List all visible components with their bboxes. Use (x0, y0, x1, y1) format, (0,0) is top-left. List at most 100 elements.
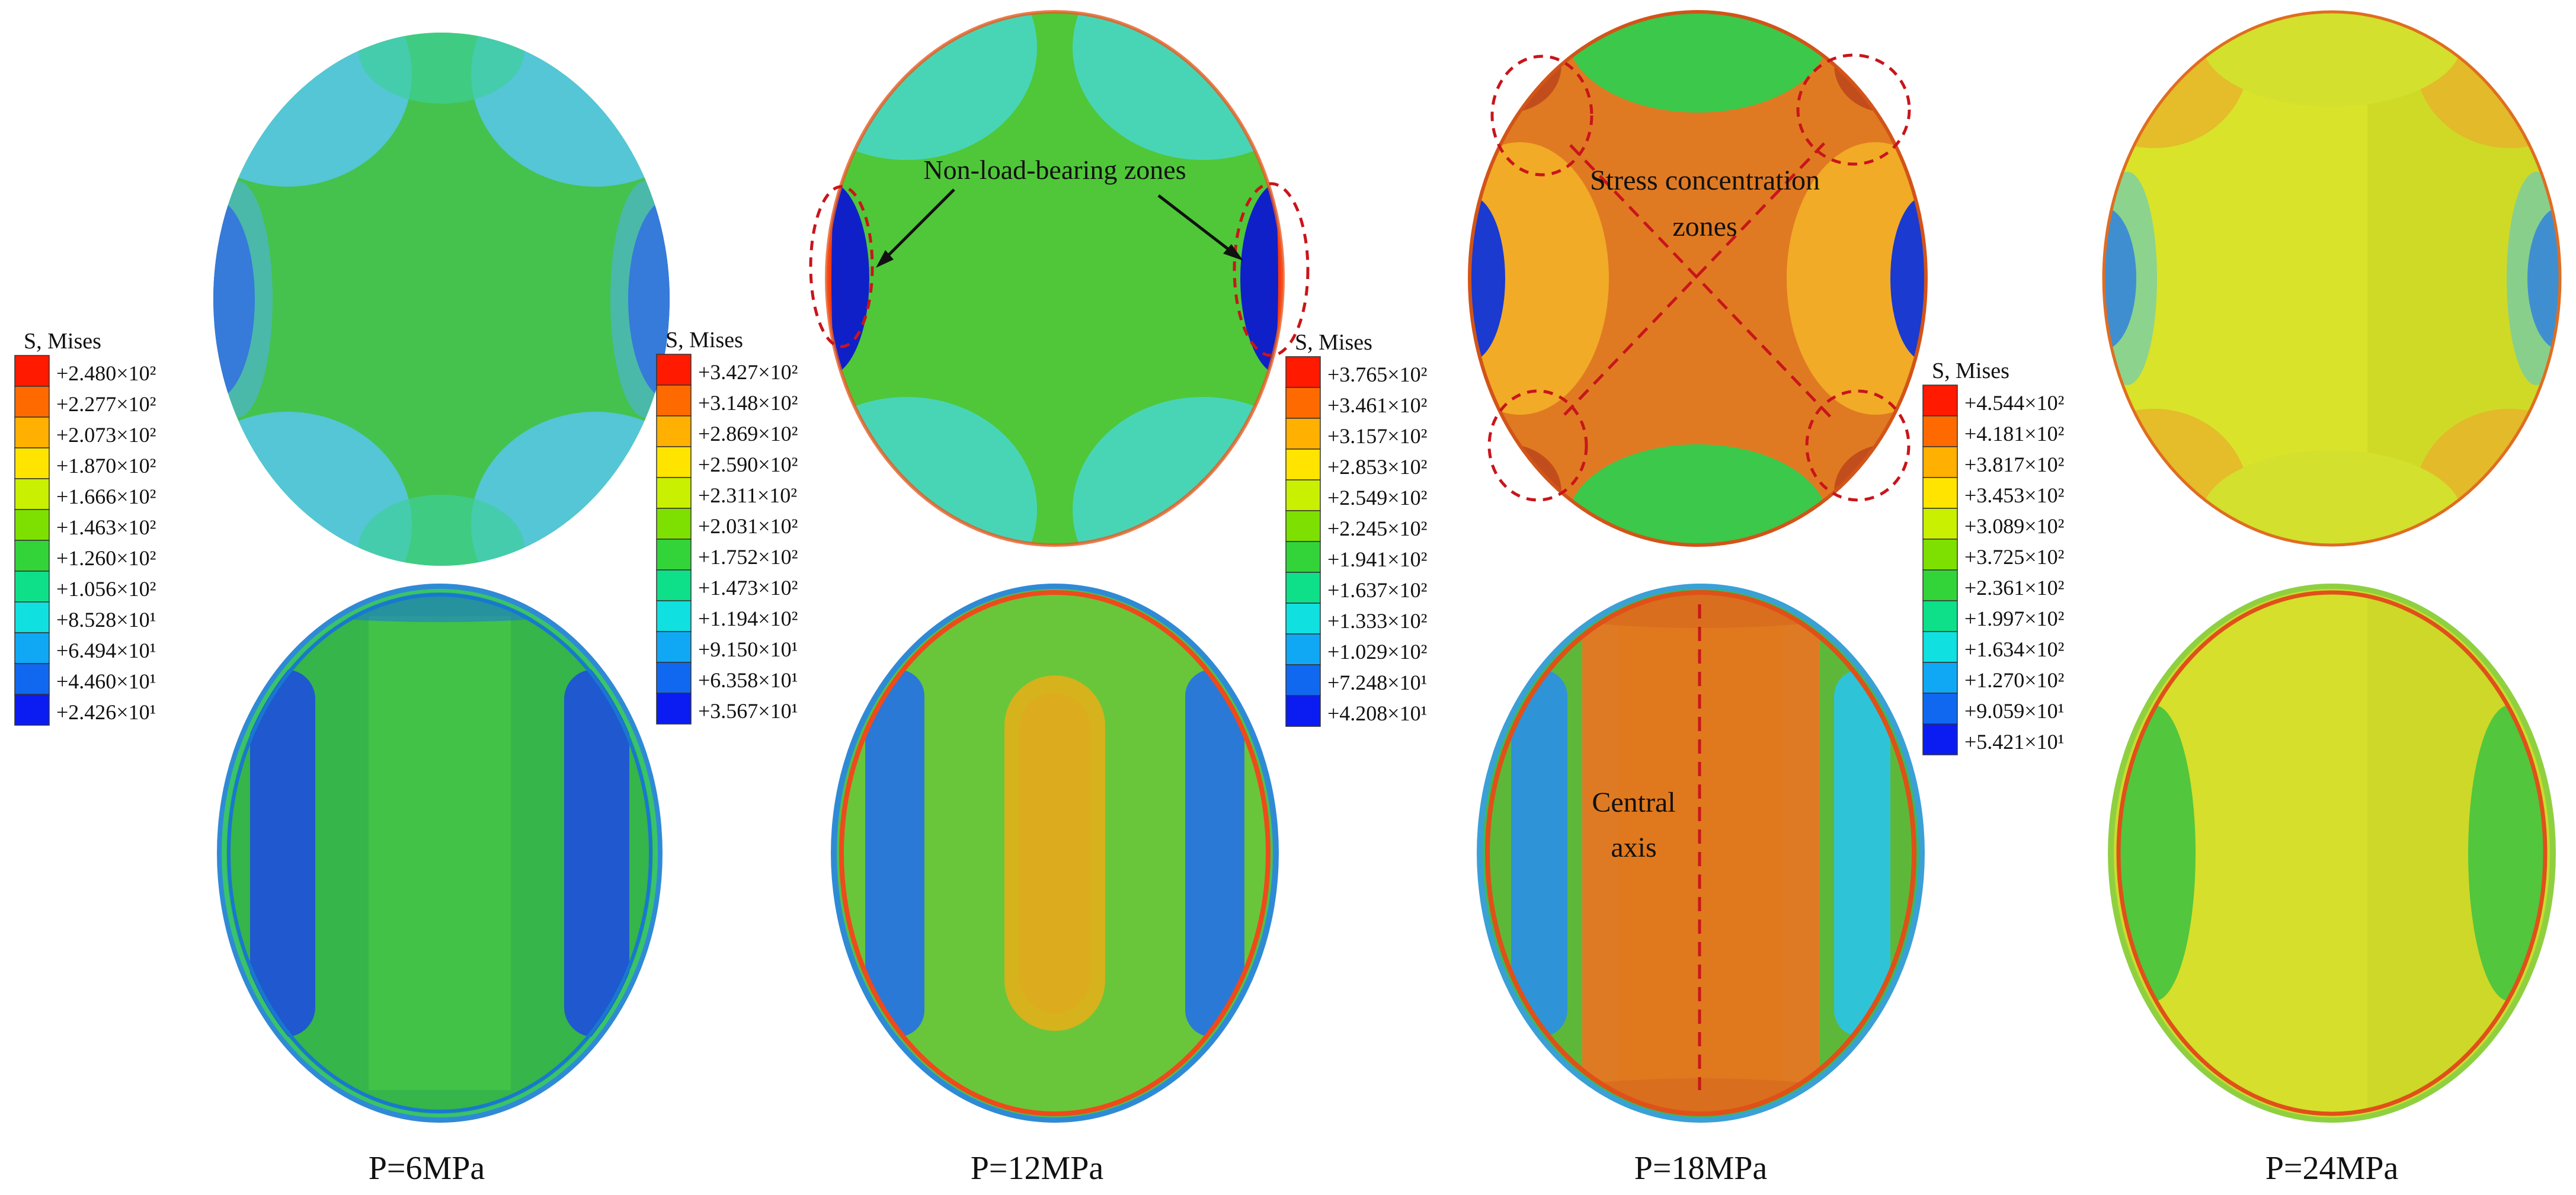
legend-label: +2.311×10² (698, 483, 797, 507)
legend-6mpa: S, Mises +2.480×10² +2.277×10² +2.073×10² +… (14, 329, 156, 726)
legend-label: +3.817×10² (1964, 453, 2064, 476)
legend-band (1922, 662, 1958, 694)
legend-label: +3.725×10² (1964, 545, 2064, 569)
legend-band (1922, 631, 1958, 663)
legend-label: +2.031×10² (698, 514, 798, 538)
legend-title: S, Mises (24, 329, 101, 354)
legend-label: +1.194×10² (698, 607, 798, 630)
legend-band (1285, 418, 1321, 450)
panel-caption: P=6MPa (369, 1150, 485, 1187)
arrowhead-right (1223, 244, 1243, 261)
legend-label: +3.427×10² (698, 360, 798, 384)
legend-label: +1.270×10² (1964, 668, 2064, 692)
legend-band (14, 509, 50, 541)
top-contour-18mpa (1468, 10, 1928, 547)
legend-band (656, 477, 692, 509)
legend-band (1285, 541, 1321, 573)
legend-band (14, 601, 50, 633)
legend-band (1285, 633, 1321, 665)
legend-label: +1.752×10² (698, 545, 798, 569)
panel-caption: P=12MPa (971, 1150, 1104, 1187)
legend-band (656, 600, 692, 632)
stress-marker-tl (1490, 55, 1593, 177)
legend-label: +4.544×10² (1964, 391, 2064, 415)
non-load-marker-left (809, 185, 874, 348)
legend-band (14, 417, 50, 448)
legend-band (1285, 510, 1321, 542)
legend-label: +2.590×10² (698, 453, 798, 476)
legend-band (656, 569, 692, 601)
legend-label: +3.157×10² (1327, 424, 1427, 448)
legend-label: +9.059×10¹ (1964, 699, 2064, 723)
central-axis-label-2: axis (1611, 832, 1656, 863)
legend-band (14, 478, 50, 510)
legend-label: +1.029×10² (1327, 640, 1427, 664)
panel-caption: P=24MPa (2265, 1150, 2399, 1187)
legend-label: +2.869×10² (698, 422, 798, 446)
legend-band (1922, 385, 1958, 417)
legend-label: +7.248×10¹ (1327, 671, 1427, 694)
legend-band (1922, 508, 1958, 540)
legend-label: +3.089×10² (1964, 514, 2064, 538)
legend-label: +1.637×10² (1327, 578, 1427, 602)
legend-band (656, 508, 692, 540)
legend-title: S, Mises (1295, 330, 1372, 355)
legend-label: +6.358×10¹ (698, 668, 798, 692)
legend-title: S, Mises (665, 328, 743, 353)
legend-label: +3.765×10² (1327, 363, 1427, 386)
legend-24mpa: S, Mises +4.544×10² +4.181×10² +3.817×10² +… (1922, 358, 2064, 755)
legend-label: +2.277×10² (56, 392, 156, 416)
legend-label: +4.208×10¹ (1327, 701, 1427, 725)
panel-6mpa: S, Mises +2.480×10² +2.277×10² +2.073×10² +… (14, 33, 670, 1187)
legend-band (1285, 664, 1321, 696)
legend-label: +2.853×10² (1327, 455, 1427, 479)
legend-band (14, 571, 50, 603)
legend-label: +1.463×10² (56, 515, 156, 539)
legend-band (14, 632, 50, 664)
arrowhead-left (876, 250, 894, 268)
legend-band (656, 631, 692, 663)
legend-band (1922, 693, 1958, 725)
legend-label: +1.997×10² (1964, 607, 2064, 630)
legend-band (14, 447, 50, 479)
bottom-contour-6mpa (217, 584, 663, 1123)
stress-marker-tr (1796, 53, 1911, 166)
panel-24mpa: S, Mises +4.544×10² +4.181×10² +3.817×10² +… (1922, 10, 2562, 1187)
legend-label: +1.260×10² (56, 546, 156, 570)
legend-title: S, Mises (1932, 358, 2009, 383)
legend-band (656, 446, 692, 478)
legend-12mpa: S, Mises +3.427×10² +3.148×10² +2.869×10² +… (656, 328, 798, 725)
non-load-marker-right (1233, 182, 1310, 357)
legend-band (1922, 446, 1958, 478)
legend-label: +2.245×10² (1327, 517, 1427, 540)
legend-label: +8.528×10¹ (56, 608, 156, 632)
legend-band (14, 355, 50, 387)
legend-band (1285, 387, 1321, 419)
legend-label: +1.473×10² (698, 576, 798, 600)
legend-label: +1.056×10² (56, 577, 156, 601)
arrow-left (882, 188, 955, 262)
legend-band (1922, 415, 1958, 447)
legend-band (1285, 448, 1321, 480)
legend-label: +2.480×10² (56, 361, 156, 385)
legend-band (1285, 603, 1321, 635)
legend-label: +6.494×10¹ (56, 639, 156, 662)
legend-label: +1.870×10² (56, 454, 156, 478)
stress-label-2: zones (1672, 211, 1737, 242)
bottom-contour-12mpa (831, 584, 1279, 1123)
central-axis-label-1: Central (1592, 787, 1675, 818)
legend-band (1285, 479, 1321, 511)
non-load-label: Non-load-bearing zones (923, 155, 1186, 185)
legend-label: +1.941×10² (1327, 547, 1427, 571)
annotations: Non-load-bearing zones Stress concentrat… (809, 53, 1911, 1090)
legend-band (1922, 723, 1958, 755)
top-contour-12mpa (825, 10, 1285, 547)
stress-marker-br (1805, 389, 1911, 502)
legend-label: +1.333×10² (1327, 609, 1427, 633)
legend-band (656, 539, 692, 571)
legend-label: +3.148×10² (698, 391, 798, 415)
legend-band (656, 415, 692, 447)
top-contour-24mpa (2102, 10, 2562, 547)
legend-18mpa: S, Mises +3.765×10² +3.461×10² +3.157×10² +… (1285, 330, 1427, 727)
